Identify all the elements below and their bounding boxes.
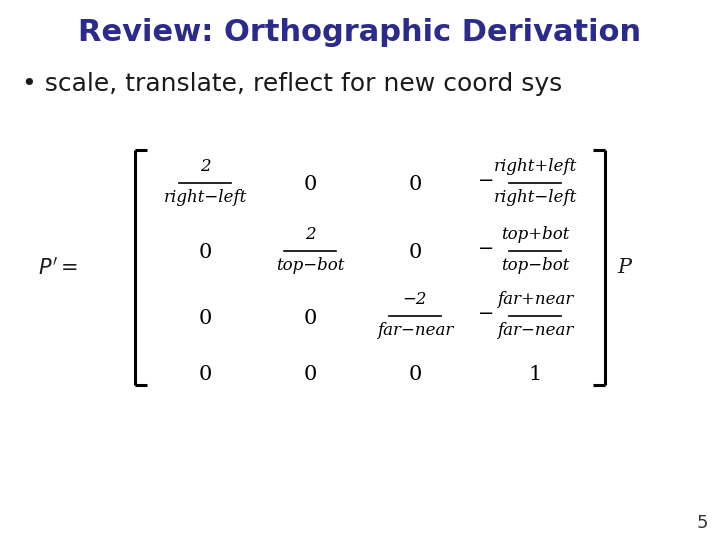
Text: −: − xyxy=(478,240,494,258)
Text: $P'=$: $P'=$ xyxy=(38,256,78,279)
Text: 5: 5 xyxy=(696,514,708,532)
Text: Review: Orthographic Derivation: Review: Orthographic Derivation xyxy=(78,18,642,47)
Text: far+near: far+near xyxy=(497,291,573,308)
Text: P: P xyxy=(617,258,631,277)
Text: top−bot: top−bot xyxy=(276,257,344,274)
Text: 1: 1 xyxy=(528,366,541,384)
Text: 0: 0 xyxy=(408,176,422,194)
Text: 0: 0 xyxy=(198,308,212,327)
Text: right+left: right+left xyxy=(493,158,577,175)
Text: top+bot: top+bot xyxy=(501,226,570,243)
Text: far−near: far−near xyxy=(497,322,573,339)
Text: 0: 0 xyxy=(408,244,422,262)
Text: 0: 0 xyxy=(198,244,212,262)
Text: right−left: right−left xyxy=(493,189,577,206)
Text: 2: 2 xyxy=(199,158,210,175)
Text: • scale, translate, reflect for new coord sys: • scale, translate, reflect for new coor… xyxy=(22,72,562,96)
Text: 0: 0 xyxy=(408,366,422,384)
Text: −2: −2 xyxy=(402,291,427,308)
Text: right−left: right−left xyxy=(163,189,247,206)
Text: far−near: far−near xyxy=(377,322,453,339)
Text: 0: 0 xyxy=(303,176,317,194)
Text: 2: 2 xyxy=(305,226,315,243)
Text: 0: 0 xyxy=(198,366,212,384)
Text: 0: 0 xyxy=(303,366,317,384)
Text: 0: 0 xyxy=(303,308,317,327)
Text: −: − xyxy=(478,172,494,190)
Text: top−bot: top−bot xyxy=(501,257,570,274)
Text: −: − xyxy=(478,305,494,323)
